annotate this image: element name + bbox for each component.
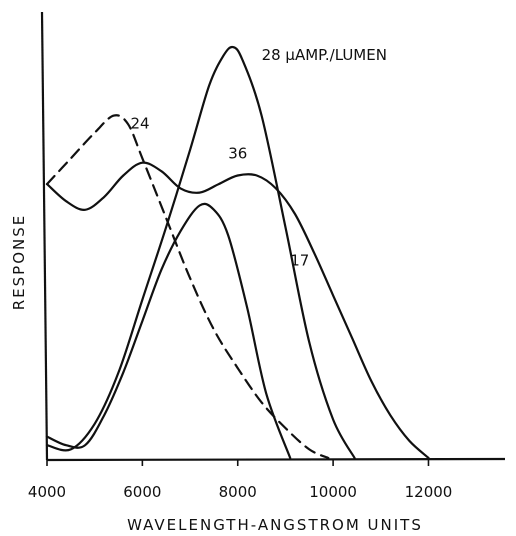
x-tick-label: 8000 — [219, 483, 257, 501]
x-axis-label: WAVELENGTH-ANGSTROM UNITS — [127, 516, 423, 534]
series-line-3 — [45, 202, 292, 460]
series-line-0 — [45, 45, 356, 460]
x-tick-label: 4000 — [28, 483, 66, 501]
x-axis — [46, 457, 506, 462]
series-label-3: 17 — [290, 251, 309, 269]
x-tick-label: 10000 — [309, 483, 357, 501]
x-ticks: 4000 6000 8000 10000 12000 — [28, 460, 452, 501]
y-axis — [40, 11, 49, 461]
series-line-2 — [45, 161, 430, 460]
y-axis-label: RESPONSE — [10, 214, 28, 311]
series-labels: 28 μAMP./LUMEN 24 36 17 — [130, 46, 387, 269]
series-label-2: 36 — [228, 144, 247, 162]
axes — [40, 11, 506, 462]
x-tick-label: 6000 — [123, 483, 161, 501]
series-label-0: 28 μAMP./LUMEN — [262, 46, 387, 64]
series-line-1 — [45, 114, 330, 460]
series-label-1: 24 — [130, 114, 149, 132]
series-curves — [45, 45, 430, 460]
x-tick-label: 12000 — [405, 483, 453, 501]
